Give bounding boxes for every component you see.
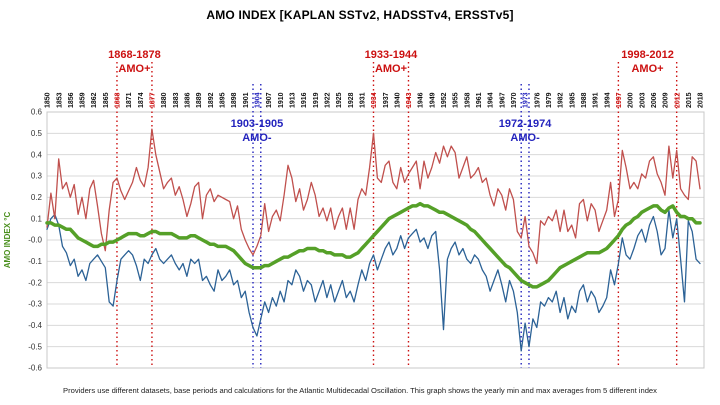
- y-tick-label: -0.6: [28, 364, 42, 373]
- x-tick-label: 1949: [429, 92, 436, 108]
- annotation-phase-label: AMO+: [631, 63, 663, 75]
- x-tick-label: 1916: [301, 92, 308, 108]
- x-tick-label: 1871: [126, 92, 133, 108]
- x-tick-label: 1934: [371, 92, 378, 108]
- y-axis-title: AMO INDEX °C: [3, 212, 12, 269]
- x-tick-label: 2006: [651, 92, 658, 108]
- x-tick-label: 1979: [546, 92, 553, 108]
- x-tick-label: 1976: [534, 92, 541, 108]
- x-tick-label: 1889: [196, 92, 203, 108]
- x-tick-label: 1985: [569, 92, 576, 108]
- annotation-phase-label: AMO+: [375, 63, 407, 75]
- x-tick-label: 1925: [336, 92, 343, 108]
- y-tick-label: -0.5: [28, 342, 42, 351]
- x-tick-label: 1994: [604, 92, 611, 108]
- x-tick-label: 2009: [663, 92, 670, 108]
- x-tick-label: 1856: [68, 92, 75, 108]
- x-tick-label: 1997: [616, 92, 623, 108]
- x-tick-label: 1898: [231, 92, 238, 108]
- annotation-range-label: 1972-1974: [499, 118, 552, 130]
- x-tick-label: 1910: [278, 92, 285, 108]
- x-tick-label: 1904: [255, 92, 262, 108]
- x-tick-label: 1883: [173, 92, 180, 108]
- x-tick-label: 1913: [290, 92, 297, 108]
- annotation-range-label: 1998-2012: [621, 49, 674, 61]
- y-tick-label: -0.1: [28, 257, 42, 266]
- annotation-range-label: 1933-1944: [365, 49, 418, 61]
- x-tick-label: 1850: [45, 92, 52, 108]
- x-tick-label: 1991: [593, 92, 600, 108]
- y-tick-label: 0.6: [31, 108, 43, 117]
- x-tick-label: 1967: [499, 92, 506, 108]
- y-tick-label: 0.1: [31, 214, 43, 223]
- x-tick-label: 1868: [115, 92, 122, 108]
- max-series-line: [46, 128, 701, 265]
- y-tick-label: 0.3: [31, 172, 43, 181]
- x-tick-label: 1886: [185, 92, 192, 108]
- chart-caption: Providers use different datasets, base p…: [63, 386, 657, 395]
- x-tick-label: 1880: [161, 92, 168, 108]
- plot-border: [46, 111, 705, 369]
- x-tick-label: 1946: [418, 92, 425, 108]
- x-tick-label: 1955: [453, 92, 460, 108]
- x-tick-label: 1988: [581, 92, 588, 108]
- x-tick-label: 1964: [488, 92, 495, 108]
- annotation-range-label: 1903-1905: [231, 118, 284, 130]
- x-tick-label: 1982: [558, 92, 565, 108]
- x-tick-label: 1874: [138, 92, 145, 108]
- x-tick-label: 1961: [476, 92, 483, 108]
- x-tick-label: 1928: [348, 92, 355, 108]
- annotation-range-label: 1868-1878: [108, 49, 161, 61]
- y-tick-label: -0.3: [28, 300, 42, 309]
- x-tick-label: 2000: [628, 92, 635, 108]
- x-tick-label: 1877: [150, 92, 157, 108]
- x-tick-label: 1937: [383, 92, 390, 108]
- y-tick-label: -0.4: [28, 321, 42, 330]
- min-series-line: [46, 209, 701, 352]
- x-tick-label: 1973: [523, 92, 530, 108]
- x-tick-label: 1922: [325, 92, 332, 108]
- x-tick-label: 1907: [266, 92, 273, 108]
- x-tick-label: 1853: [56, 92, 63, 108]
- y-tick-label: 0.2: [31, 193, 43, 202]
- annotation-phase-label: AMO+: [118, 63, 150, 75]
- x-tick-label: 2003: [639, 92, 646, 108]
- y-tick-label: 0.5: [31, 129, 43, 138]
- smoothed-average-series-line: [45, 201, 702, 289]
- x-tick-label: 1892: [208, 92, 215, 108]
- x-tick-label: 2015: [686, 92, 693, 108]
- x-tick-label: 1862: [91, 92, 98, 108]
- x-tick-label: 1943: [406, 92, 413, 108]
- x-tick-label: 1940: [394, 92, 401, 108]
- x-tick-label: 1895: [220, 92, 227, 108]
- x-tick-label: 1901: [243, 92, 250, 108]
- x-tick-label: 1952: [441, 92, 448, 108]
- x-tick-label: 1931: [359, 92, 366, 108]
- y-tick-label: -0.0: [28, 236, 42, 245]
- annotation-phase-label: AMO-: [242, 132, 272, 144]
- x-tick-label: 1865: [103, 92, 110, 108]
- annotation-phase-label: AMO-: [510, 132, 540, 144]
- y-tick-label: 0.4: [31, 150, 43, 159]
- y-tick-label: -0.2: [28, 278, 42, 287]
- x-tick-label: 1970: [511, 92, 518, 108]
- x-tick-label: 2012: [674, 92, 681, 108]
- x-tick-label: 1859: [80, 92, 87, 108]
- x-tick-label: 1958: [464, 92, 471, 108]
- x-tick-label: 1919: [313, 92, 320, 108]
- chart-title: AMO INDEX [KAPLAN SSTv2, HADSSTv4, ERSST…: [206, 8, 514, 22]
- x-tick-label: 2018: [698, 92, 705, 108]
